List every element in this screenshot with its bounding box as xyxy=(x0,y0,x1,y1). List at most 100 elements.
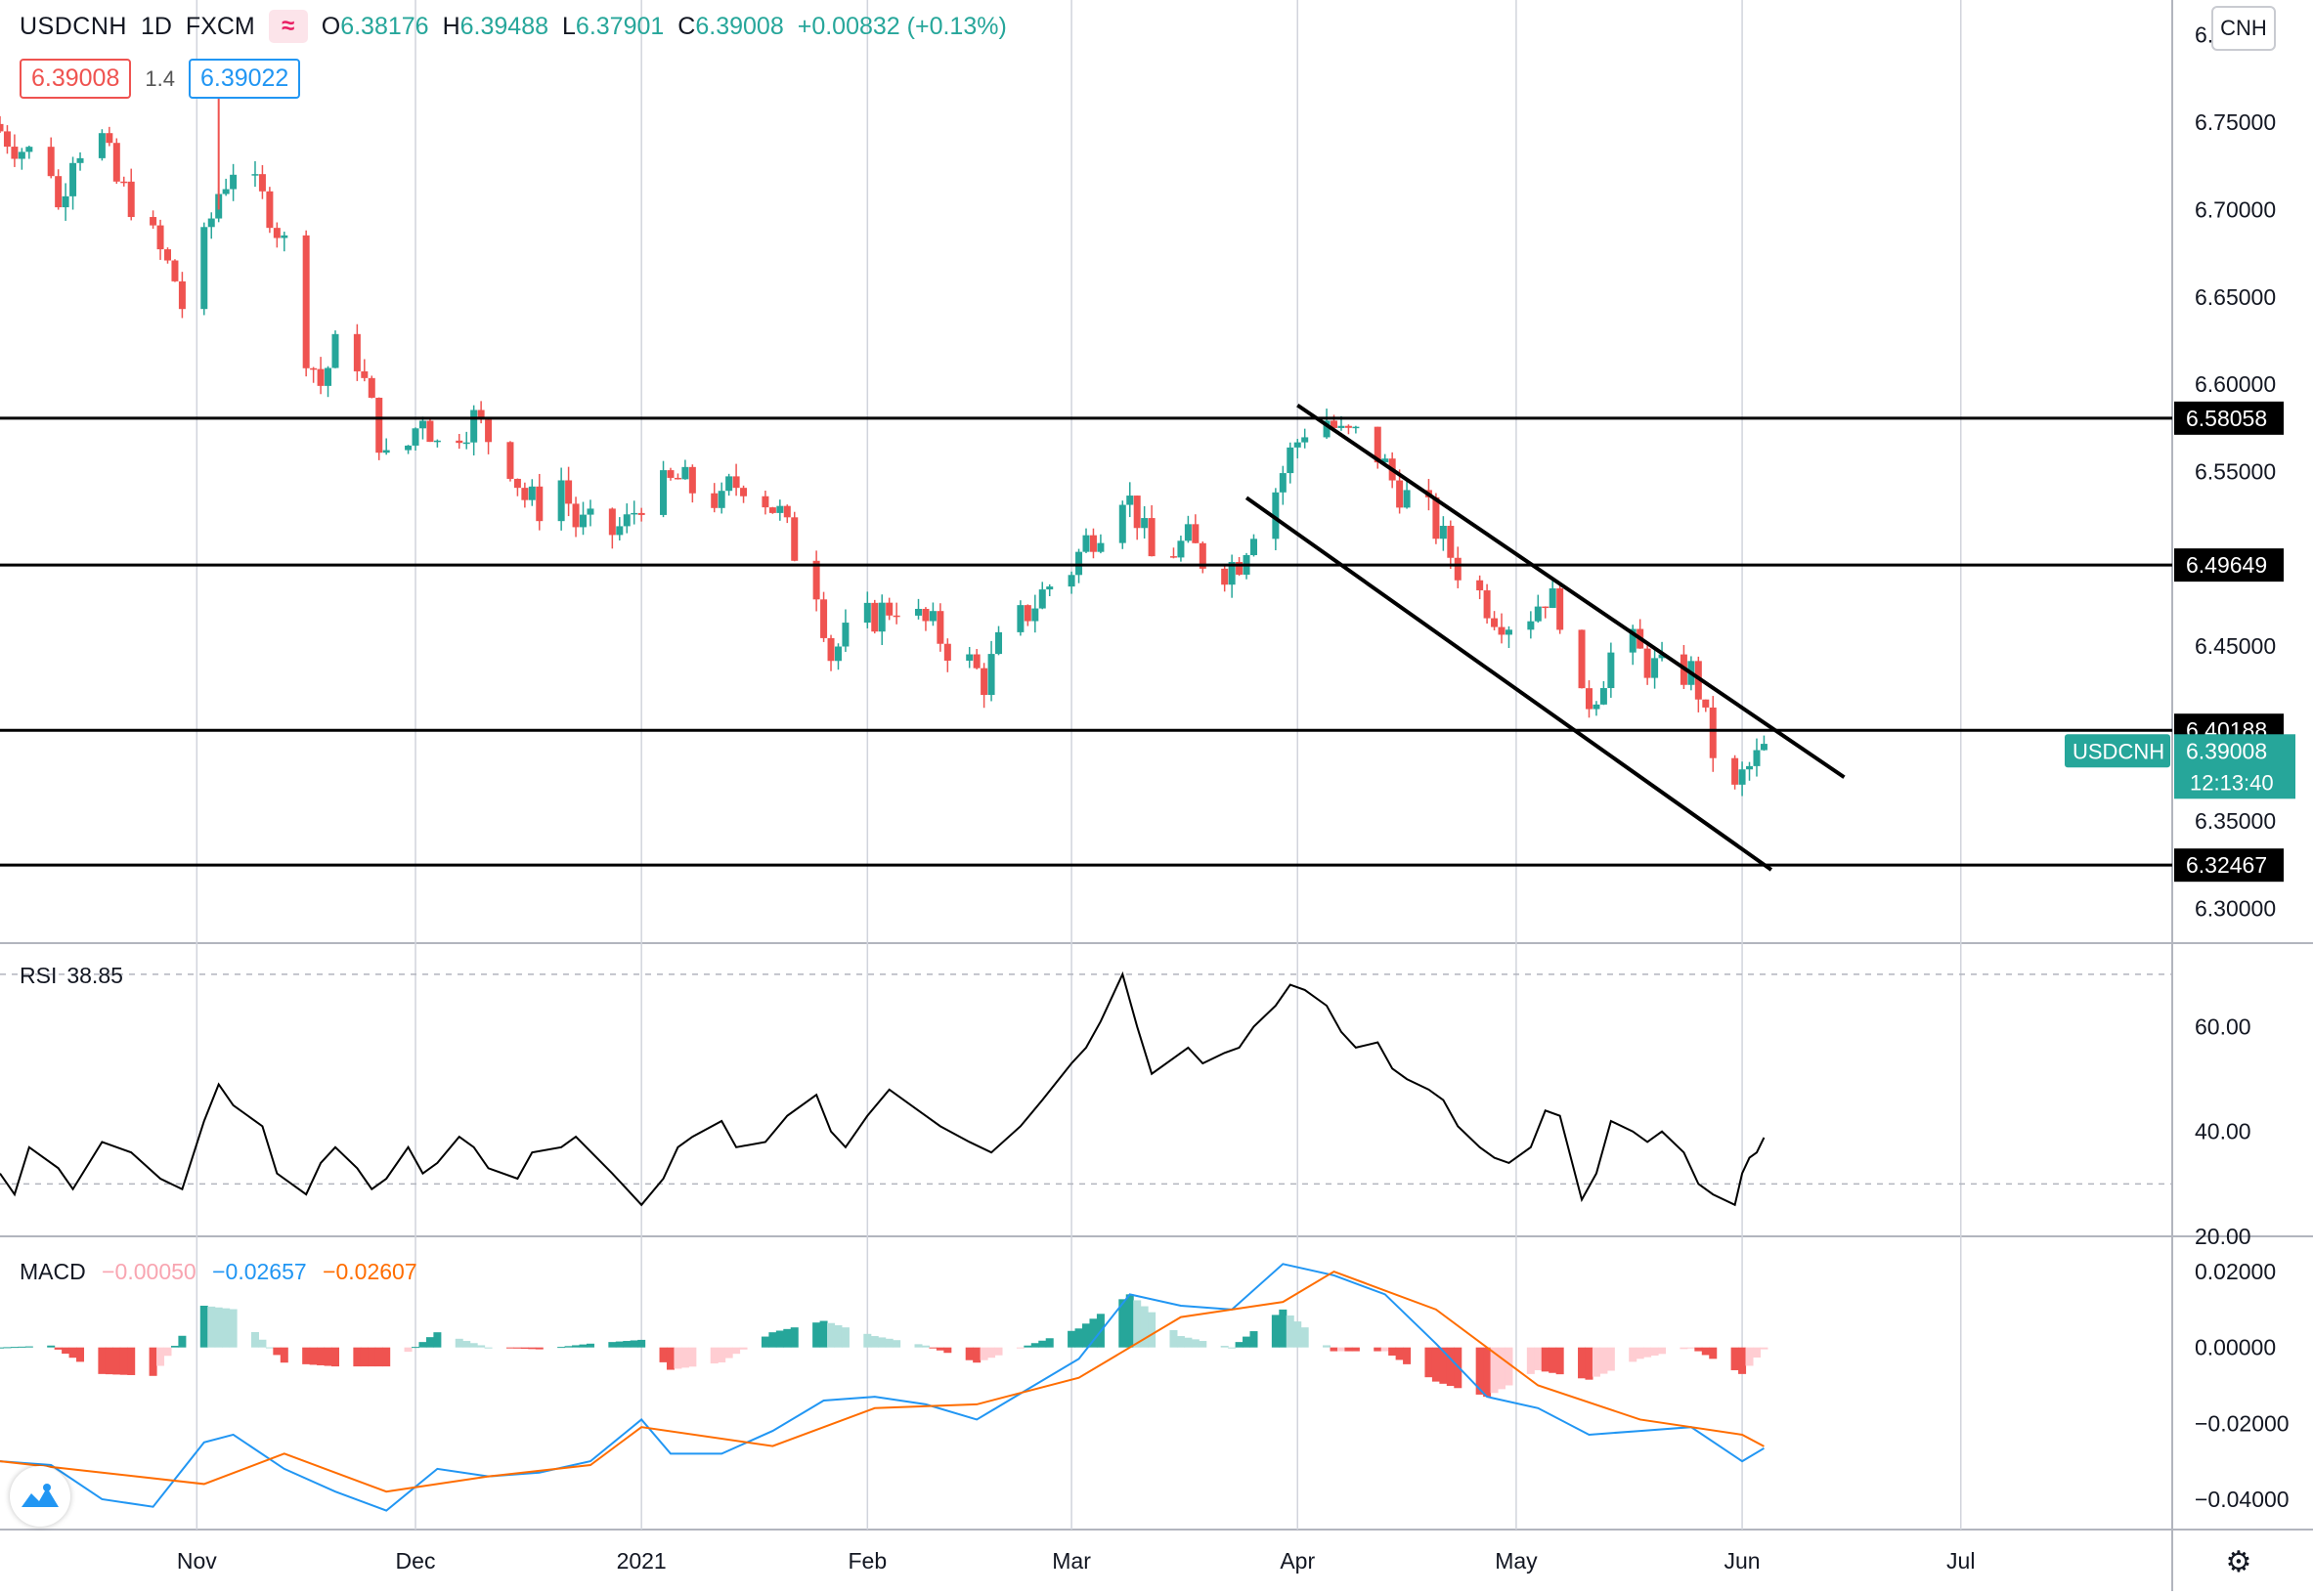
candle-body xyxy=(688,466,696,494)
macd-histogram-bar xyxy=(505,1347,514,1349)
symbol-name[interactable]: USDCNH xyxy=(20,12,127,40)
candle-body xyxy=(1236,562,1244,575)
macd-histogram-bar xyxy=(1336,1347,1345,1352)
level-price-label: 6.32467 xyxy=(2186,852,2267,878)
macd-histogram-bar xyxy=(273,1347,282,1356)
candle-body xyxy=(1082,535,1090,552)
trend-channel-line xyxy=(1296,403,1846,779)
macd-histogram-bar xyxy=(1030,1343,1039,1348)
candle-body xyxy=(1118,504,1126,543)
candle-body xyxy=(871,602,879,632)
macd-histogram-bar xyxy=(368,1347,376,1367)
candle-body xyxy=(1709,707,1717,758)
candle-body xyxy=(1169,556,1177,558)
macd-histogram-bar xyxy=(47,1345,56,1348)
macd-histogram-bar xyxy=(1555,1347,1564,1375)
macd-histogram-bar xyxy=(768,1332,777,1348)
candle-body xyxy=(1089,535,1097,552)
candle-body xyxy=(834,646,842,662)
candle-body xyxy=(1344,425,1352,428)
interval-label[interactable]: 1D xyxy=(140,12,172,40)
candle-body xyxy=(1126,496,1134,505)
macd-histogram-bar xyxy=(433,1332,442,1348)
candle-body xyxy=(725,476,733,492)
macd-histogram-bar xyxy=(62,1347,70,1355)
macd-histogram-bar xyxy=(1293,1321,1302,1348)
macd-histogram-bar xyxy=(3,1347,12,1349)
candle-body xyxy=(732,476,740,489)
time-axis-label: Jul xyxy=(1946,1548,1975,1574)
macd-histogram-bar xyxy=(1235,1342,1244,1348)
macd-histogram-bar xyxy=(1045,1338,1054,1348)
macd-histogram-bar xyxy=(1016,1347,1025,1349)
macd-histogram-bar xyxy=(24,1346,33,1348)
macd-label[interactable]: MACD xyxy=(20,1259,86,1284)
candle-body xyxy=(368,377,375,398)
macd-histogram-bar xyxy=(353,1347,362,1367)
candle-body xyxy=(1578,629,1586,689)
bid-price-button[interactable]: 6.39008 xyxy=(20,59,132,99)
candle-body xyxy=(1651,658,1659,678)
macd-histogram-bar xyxy=(250,1331,259,1348)
macd-histogram-bar xyxy=(1643,1347,1652,1358)
macd-histogram-bar xyxy=(1709,1347,1718,1359)
macd-histogram-bar xyxy=(1169,1329,1178,1348)
candle-body xyxy=(1643,648,1651,678)
candle-body xyxy=(418,420,426,429)
settings-gear-icon[interactable]: ⚙ xyxy=(2225,1545,2252,1578)
candle-body xyxy=(1432,496,1440,539)
candle-body xyxy=(637,512,645,515)
macd-histogram-bar xyxy=(1549,1347,1557,1373)
macd-histogram xyxy=(0,1294,1768,1398)
currency-button[interactable]: CNH xyxy=(2211,6,2276,51)
macd-histogram-bar xyxy=(878,1337,887,1348)
macd-histogram-bar xyxy=(1184,1337,1193,1348)
macd-histogram-bar xyxy=(484,1347,493,1349)
macd-histogram-bar xyxy=(827,1322,836,1348)
spread-value: 1.4 xyxy=(145,65,175,91)
candle-body xyxy=(631,512,638,515)
symbol-legend: USDCNH 1D FXCM ≈ O6.38176 H6.39488 L6.37… xyxy=(20,10,1007,43)
macd-legend: MACD −0.00050 −0.02657 −0.02607 xyxy=(20,1259,417,1285)
macd-histogram-bar xyxy=(870,1336,879,1348)
candle-body xyxy=(1192,524,1200,543)
candle-body xyxy=(827,637,835,662)
ask-price-button[interactable]: 6.39022 xyxy=(188,59,301,99)
candle-body xyxy=(812,560,820,600)
candle-body xyxy=(1287,447,1294,474)
macd-histogram-bar xyxy=(258,1339,267,1348)
candle-body xyxy=(762,496,769,508)
macd-histogram-bar xyxy=(324,1347,332,1366)
macd-histogram-bar xyxy=(207,1306,216,1348)
macd-histogram-bar xyxy=(1578,1347,1587,1379)
candle-body xyxy=(433,440,441,443)
candle-body xyxy=(1542,606,1549,609)
rsi-label[interactable]: RSI xyxy=(20,963,58,988)
wave-icon[interactable]: ≈ xyxy=(268,10,308,43)
last-price-value: 6.39008 xyxy=(2186,738,2267,763)
candle-body xyxy=(1024,605,1031,622)
time-axis-label: Feb xyxy=(848,1548,887,1574)
candle-body xyxy=(557,480,565,522)
candle-body xyxy=(1352,426,1360,429)
macd-histogram-bar xyxy=(834,1324,843,1348)
candle-body xyxy=(506,442,514,479)
candle-body xyxy=(456,440,463,444)
time-axis-label: Jun xyxy=(1724,1548,1761,1574)
candle-body xyxy=(62,195,69,208)
macd-line xyxy=(0,1263,1765,1512)
ohlc-open: O6.38176 xyxy=(321,12,429,40)
macd-histogram-bar xyxy=(178,1335,187,1348)
candle-body xyxy=(1337,425,1345,428)
tradingview-logo-icon[interactable] xyxy=(10,1466,70,1527)
macd-histogram-bar xyxy=(637,1339,646,1348)
candle-body xyxy=(922,608,930,622)
candle-body xyxy=(1031,608,1039,622)
macd-tick-label: −0.02000 xyxy=(2195,1410,2290,1436)
candle-body xyxy=(405,445,413,451)
candle-body xyxy=(69,162,77,196)
candle-body xyxy=(163,249,171,261)
time-axis-label: 2021 xyxy=(617,1548,667,1574)
candle-body xyxy=(485,419,493,443)
candle-body xyxy=(580,514,588,528)
